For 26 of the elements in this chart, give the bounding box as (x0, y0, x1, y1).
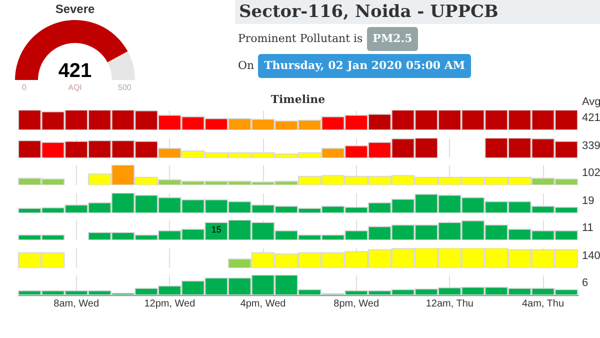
text: 0 (22, 83, 26, 92)
x-tick-label: 12pm, Wed (144, 298, 196, 310)
text: 19 (582, 194, 594, 208)
x-tick-label: 12am, Thu (426, 298, 474, 310)
text: Sector-116, Noida - UPPCB (235, 0, 600, 24)
x-tick-label: 8pm, Wed (334, 298, 380, 310)
text: On (238, 59, 254, 72)
text: Avg (582, 95, 600, 110)
text: 339 (582, 138, 600, 154)
x-tick-label: 8am, Wed (54, 298, 100, 310)
x-tick-label: 4am, Thu (522, 298, 564, 310)
x-tick-label: 4pm, Wed (240, 298, 286, 310)
text: 11 (582, 221, 594, 236)
text: 102 (582, 166, 600, 181)
text: PM2.5 (366, 27, 418, 51)
chart-title: Timeline (270, 93, 326, 106)
chart-title: Severe (54, 2, 96, 16)
annotation: 15 (211, 224, 222, 234)
text: Prominent Pollutant is (238, 32, 363, 45)
text: 421 (57, 60, 93, 83)
text: 421 (582, 111, 600, 126)
text: AQI (68, 83, 82, 92)
text: 500 (118, 83, 132, 92)
text: Thursday, 02 Jan 2020 05:00 AM (258, 54, 472, 78)
text: 140 (582, 248, 600, 264)
text: 6 (582, 276, 588, 291)
